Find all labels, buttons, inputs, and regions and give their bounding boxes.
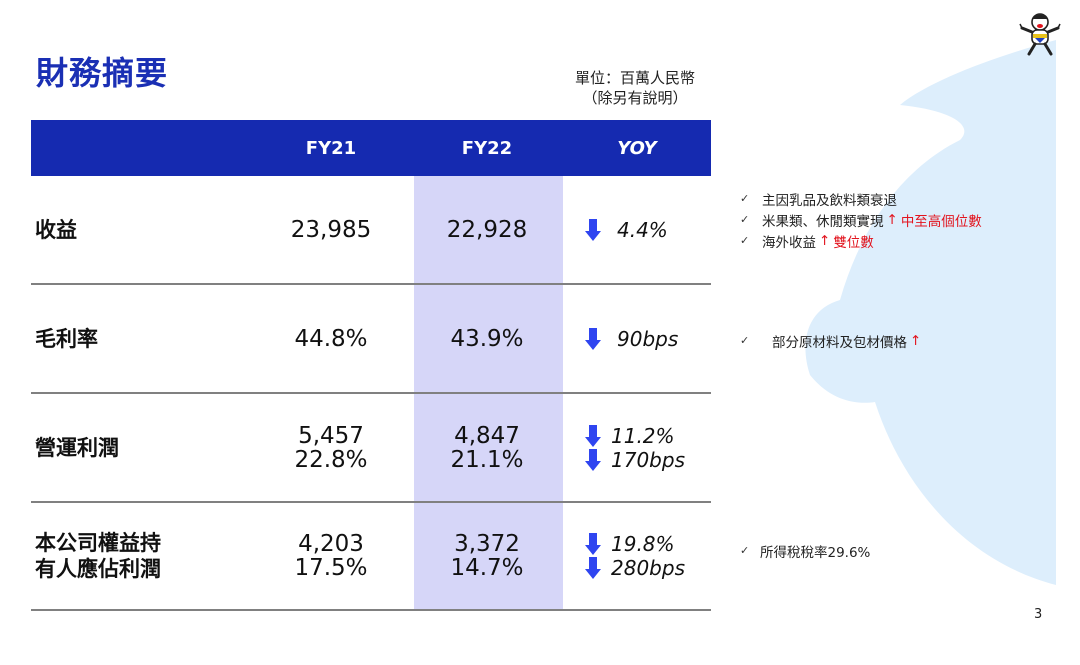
yoy-value: 19.8% 280bps [563, 532, 711, 580]
down-arrow-icon [585, 533, 601, 555]
note-item: ✓ 部分原材料及包材價格 ↑ [740, 332, 922, 351]
check-icon: ✓ [740, 213, 750, 226]
note-item: ✓ 海外收益 ↑ 雙位數 [740, 232, 874, 251]
header-fy22: FY22 [461, 137, 513, 159]
check-icon: ✓ [740, 544, 750, 557]
fy21-value: 23,985 [290, 216, 372, 243]
up-arrow-icon: ↑ [910, 332, 922, 349]
header-fy21: FY21 [305, 137, 357, 159]
note-item: ✓ 主因乳品及飲料類衰退 [740, 192, 897, 209]
fy22-value: 22,928 [446, 216, 528, 243]
gross-margin-notes: ✓ 部分原材料及包材價格 ↑ [740, 330, 924, 351]
row-label: 收益 [35, 217, 77, 242]
page-title: 財務摘要 [36, 54, 169, 92]
fy22-value: 4,847 21.1% [450, 422, 524, 473]
page-number: 3 [1034, 607, 1043, 622]
up-arrow-icon: ↑ [886, 211, 898, 228]
up-arrow-icon: ↑ [819, 232, 831, 249]
check-icon: ✓ [740, 234, 750, 247]
check-icon: ✓ [740, 192, 750, 205]
table-row-gross-margin: 毛利率 44.8% 43.9% 90bps [31, 285, 711, 394]
down-arrow-icon [585, 557, 601, 579]
financial-summary-table: FY21 FY22 YOY 收益 23,985 22,928 4.4% 毛利率 … [31, 120, 711, 611]
yoy-value: 4.4% [563, 218, 711, 242]
net-profit-notes: ✓ 所得稅稅率29.6% [740, 540, 870, 561]
unit-note: 單位：百萬人民幣 （除另有說明） [540, 68, 730, 108]
check-icon: ✓ [740, 334, 750, 347]
fy21-value: 44.8% [294, 325, 368, 352]
header-yoy: YOY [617, 137, 657, 159]
row-label: 本公司權益持 有人應佔利潤 [35, 531, 161, 581]
down-arrow-icon [585, 424, 601, 447]
mascot-logo-icon [1019, 13, 1061, 56]
fy22-value: 43.9% [450, 325, 524, 352]
table-row-operating-profit: 營運利潤 5,457 22.8% 4,847 21.1% 11.2% 170bp… [31, 394, 711, 503]
table-row-revenue: 收益 23,985 22,928 4.4% [31, 176, 711, 285]
revenue-notes: ✓ 主因乳品及飲料類衰退 ✓ 米果類、休閒類實現 ↑ 中至高個位數 ✓ 海外收益… [740, 188, 982, 251]
row-label: 營運利潤 [35, 435, 119, 460]
fy21-value: 5,457 22.8% [294, 422, 368, 473]
unit-line-1: 單位：百萬人民幣 [574, 69, 695, 87]
fy22-value: 3,372 14.7% [450, 531, 524, 581]
table-row-net-profit: 本公司權益持 有人應佔利潤 4,203 17.5% 3,372 14.7% 19… [31, 503, 711, 611]
note-item: ✓ 所得稅稅率29.6% [740, 544, 871, 561]
down-arrow-icon [585, 218, 601, 241]
yoy-value: 90bps [563, 327, 711, 351]
unit-line-2: （除另有說明） [582, 89, 688, 107]
fy21-value: 4,203 17.5% [294, 531, 368, 581]
down-arrow-icon [585, 448, 601, 471]
note-item: ✓ 米果類、休閒類實現 ↑ 中至高個位數 [740, 211, 982, 230]
yoy-value: 11.2% 170bps [563, 424, 711, 472]
down-arrow-icon [585, 327, 601, 350]
row-label: 毛利率 [35, 326, 98, 351]
table-header: FY21 FY22 YOY [31, 120, 711, 176]
